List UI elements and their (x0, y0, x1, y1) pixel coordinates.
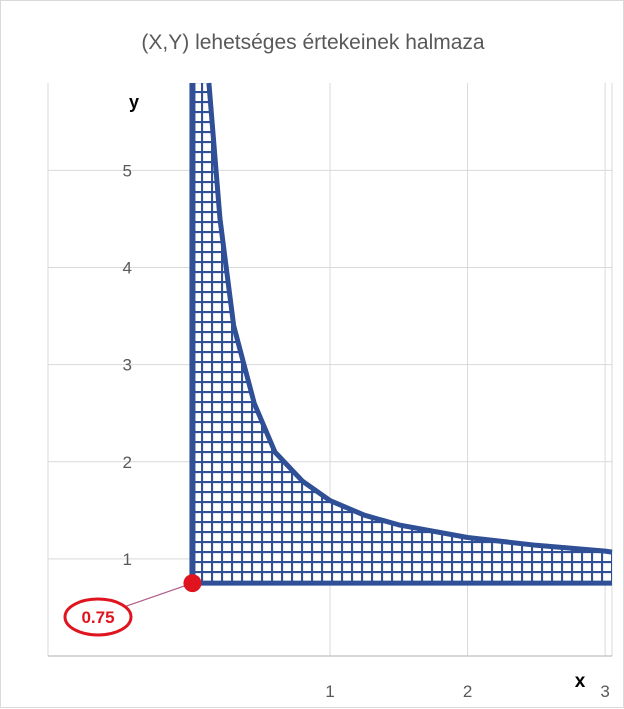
possible-values-region (189, 82, 613, 586)
y-tick-label-3: 3 (123, 356, 132, 375)
annotation-leader-line (117, 582, 193, 610)
annotation: 0.75 (63, 574, 202, 637)
y-tick-label-5: 5 (123, 161, 132, 180)
y-tick-label-2: 2 (123, 453, 132, 472)
chart-title: (X,Y) lehetséges értekeinek halmaza (141, 31, 484, 54)
x-tick-label-1: 1 (325, 682, 334, 701)
upper-boundary-curve (206, 82, 613, 555)
region-fill (192, 83, 612, 584)
annotation-point (183, 574, 202, 593)
y-tick-label-4: 4 (123, 259, 132, 278)
y-axis-label: y (129, 92, 139, 112)
tick-labels: 1 2 3 4 5 1 2 3 (123, 161, 610, 701)
annotation-label-ellipse (63, 597, 133, 637)
y-tick-label-1: 1 (123, 550, 132, 569)
x-tick-label-3: 3 (600, 682, 609, 701)
x-axis-label: x (575, 671, 586, 692)
annotation-label: 0.75 (81, 608, 114, 627)
x-tick-label-2: 2 (463, 682, 472, 701)
